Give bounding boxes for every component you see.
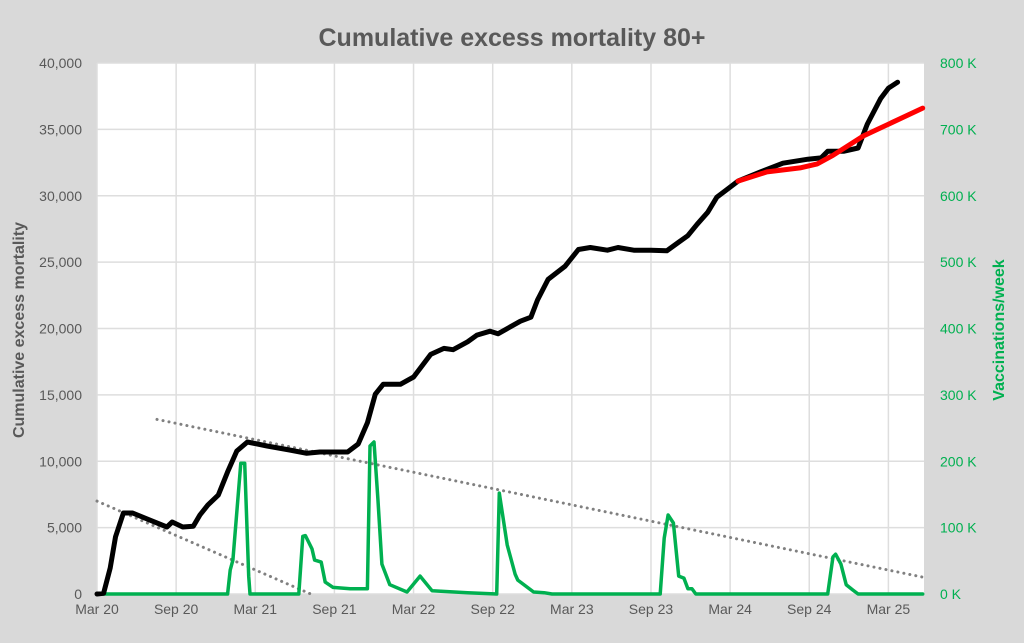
x-tick-label: Sep 24 xyxy=(787,601,832,617)
y2-tick-label: 300 K xyxy=(940,387,977,403)
x-tick-label: Mar 22 xyxy=(392,601,436,617)
y-axis-label: Cumulative excess mortality xyxy=(11,222,28,438)
y2-axis-label: Vaccinations/week xyxy=(991,259,1008,401)
y2-tick-label: 100 K xyxy=(940,520,977,536)
y-tick-label: 20,000 xyxy=(39,321,82,337)
x-tick-label: Mar 21 xyxy=(233,601,277,617)
y-tick-label: 35,000 xyxy=(39,121,82,137)
chart-title: Cumulative excess mortality 80+ xyxy=(319,24,706,52)
y-tick-label: 10,000 xyxy=(39,453,82,469)
y2-tick-label: 500 K xyxy=(940,254,977,270)
y2-tick-label: 200 K xyxy=(940,453,977,469)
x-tick-label: Mar 20 xyxy=(75,601,119,617)
y2-tick-label: 800 K xyxy=(940,55,977,71)
y2-tick-label: 700 K xyxy=(940,121,977,137)
y2-tick-label: 400 K xyxy=(940,321,977,337)
series-line-dotted-trendline-1 xyxy=(95,499,313,596)
y-tick-label: 0 xyxy=(74,586,82,602)
y2-tick-label: 600 K xyxy=(940,188,977,204)
y-tick-label: 15,000 xyxy=(39,387,82,403)
series-line-vaccinations-week-k xyxy=(95,440,925,596)
x-tick-label: Mar 24 xyxy=(708,601,752,617)
series-line-dotted-trendline-2 xyxy=(155,417,926,579)
x-tick-label: Sep 22 xyxy=(471,601,516,617)
x-tick-label: Sep 21 xyxy=(312,601,357,617)
y-tick-label: 30,000 xyxy=(39,188,82,204)
y-tick-label: 5,000 xyxy=(47,520,82,536)
y-tick-label: 40,000 xyxy=(39,55,82,71)
series-line-trend xyxy=(735,105,926,184)
y-tick-label: 25,000 xyxy=(39,254,82,270)
x-tick-label: Mar 23 xyxy=(550,601,594,617)
x-tick-label: Sep 20 xyxy=(154,601,199,617)
y2-tick-label: 0 K xyxy=(940,586,962,602)
x-tick-label: Mar 25 xyxy=(867,601,911,617)
x-tick-label: Sep 23 xyxy=(629,601,674,617)
